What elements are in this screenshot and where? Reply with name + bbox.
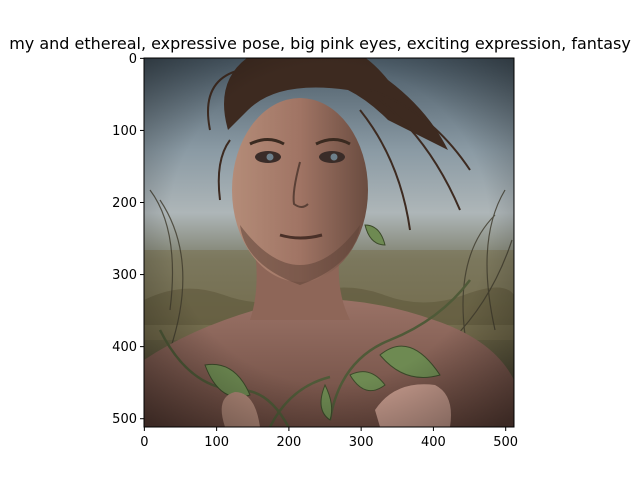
y-tick-label: 300	[112, 268, 137, 283]
x-tick-label: 400	[421, 435, 446, 450]
y-axis: 0 100 200 300 400 500	[112, 52, 144, 427]
y-tick-label: 0	[129, 52, 137, 67]
axes-frame	[143, 57, 515, 428]
y-tick-label: 400	[112, 340, 137, 355]
chart-title: my and ethereal, expressive pose, big pi…	[9, 34, 631, 53]
y-tick-label: 200	[112, 196, 137, 211]
y-tick-label: 100	[112, 124, 137, 139]
x-tick-label: 500	[493, 435, 518, 450]
x-tick-label: 300	[349, 435, 374, 450]
x-tick-label: 0	[140, 435, 148, 450]
x-axis: 0 100 200 300 400 500	[140, 427, 518, 450]
x-tick-label: 200	[276, 435, 301, 450]
x-tick-label: 100	[204, 435, 229, 450]
portrait-image	[144, 58, 514, 427]
y-tick-label: 500	[112, 412, 137, 427]
